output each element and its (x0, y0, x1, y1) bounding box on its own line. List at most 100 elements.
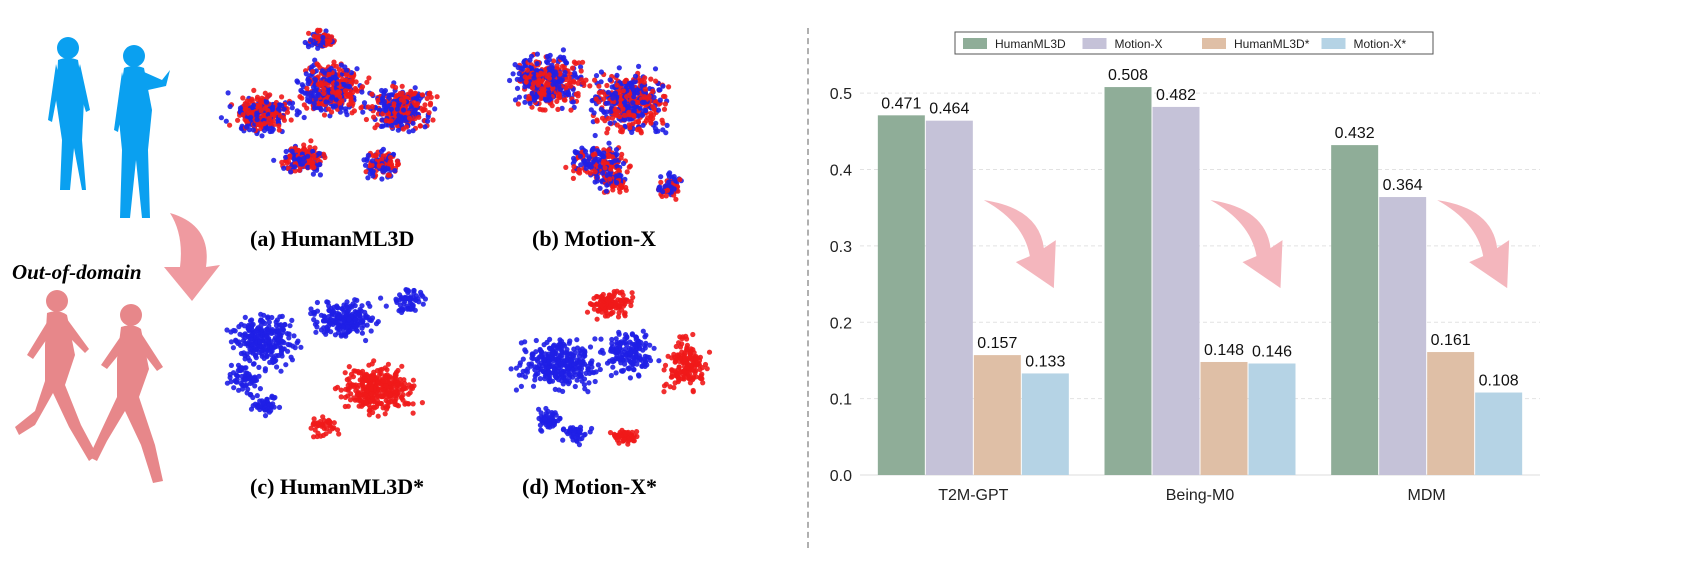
tsne-point (682, 369, 688, 375)
tsne-point (289, 105, 295, 111)
tsne-point (640, 122, 646, 128)
tsne-point (377, 107, 383, 113)
tsne-point (542, 351, 548, 357)
tsne-point (370, 153, 377, 159)
tsne-point (279, 159, 285, 165)
tsne-point (408, 88, 414, 94)
tsne-point (241, 337, 247, 343)
tsne-point (647, 342, 653, 348)
tsne-point (387, 159, 393, 165)
tsne-point (550, 357, 556, 364)
tsne-point (645, 115, 651, 121)
tsne-point (551, 422, 557, 428)
tsne-point (627, 125, 633, 131)
tsne-point (577, 436, 583, 442)
tsne-point (306, 78, 312, 84)
tsne-point (602, 165, 608, 171)
tsne-point (631, 94, 637, 100)
tsne-point (287, 323, 293, 329)
tsne-point (517, 76, 523, 83)
tsne-point (587, 83, 593, 89)
tsne-point (676, 377, 682, 383)
tsne-point (693, 357, 699, 363)
tsne-point (687, 350, 693, 356)
tsne-point (327, 38, 333, 44)
tsne-point (597, 185, 603, 191)
tsne-point (382, 404, 388, 410)
tsne-point (597, 366, 603, 373)
tsne-point (572, 70, 578, 76)
bar (925, 120, 973, 475)
tsne-point (627, 350, 634, 356)
tsne-point (288, 169, 294, 175)
tsne-point (571, 346, 577, 352)
tsne-point (573, 91, 579, 97)
tsne-point (622, 336, 628, 342)
tsne-point (294, 108, 300, 114)
tsne-point (343, 386, 349, 392)
tsne-point (531, 75, 537, 81)
tsne-point (571, 353, 577, 359)
tsne-point (252, 383, 258, 389)
tsne-point (617, 297, 623, 303)
tsne-point (432, 106, 438, 112)
tsne-point (395, 161, 401, 168)
tsne-point (334, 304, 340, 310)
tsne-point (317, 172, 323, 178)
tsne-point (570, 78, 576, 84)
tsne-point (261, 120, 267, 127)
tsne-point (256, 364, 262, 370)
tsne-plot-b (507, 47, 684, 202)
tsne-point (329, 94, 336, 100)
tsne-point (332, 75, 339, 81)
tsne-point (365, 104, 371, 110)
tsne-point (380, 123, 386, 129)
tsne-point (387, 155, 394, 161)
tsne-point (337, 100, 343, 106)
tsne-point (227, 103, 233, 110)
tsne-point (378, 371, 384, 377)
tsne-point (308, 306, 314, 312)
tsne-point (352, 297, 358, 303)
tsne-point (392, 375, 398, 381)
tsne-point (534, 51, 540, 57)
tsne-point (587, 344, 594, 350)
tsne-point (539, 91, 546, 97)
tsne-point (650, 112, 657, 118)
tsne-point (605, 89, 611, 95)
tsne-point (244, 98, 250, 104)
tsne-point (630, 294, 636, 300)
tsne-point (609, 344, 616, 350)
tsne-point (571, 158, 577, 164)
tsne-point (662, 93, 668, 100)
bar-value-label: 0.364 (1383, 177, 1423, 194)
tsne-point (630, 100, 636, 106)
tsne-point (529, 85, 536, 91)
tsne-point (359, 84, 366, 90)
tsne-point (410, 120, 416, 126)
tsne-point (320, 34, 326, 41)
tsne-point (677, 176, 683, 183)
tsne-point (311, 416, 317, 422)
tsne-point (619, 127, 626, 133)
tsne-point (614, 72, 620, 78)
blue-human-figures (48, 37, 170, 218)
tsne-point (699, 371, 705, 377)
tsne-point (555, 342, 561, 348)
tsne-point (369, 104, 375, 110)
tsne-point (578, 68, 584, 74)
tsne-point (386, 118, 392, 124)
tsne-point (297, 94, 303, 100)
tsne-point (546, 345, 553, 351)
bar-value-label: 0.482 (1156, 87, 1196, 104)
tsne-point (335, 89, 341, 95)
tsne-plot-d (508, 288, 713, 448)
tsne-point (345, 324, 351, 330)
tsne-point (605, 115, 611, 121)
tsne-point (338, 387, 344, 393)
tsne-point (580, 59, 586, 65)
tsne-point (346, 102, 352, 108)
tsne-point (620, 106, 626, 112)
tsne-point (246, 371, 252, 377)
tsne-point (305, 153, 311, 159)
